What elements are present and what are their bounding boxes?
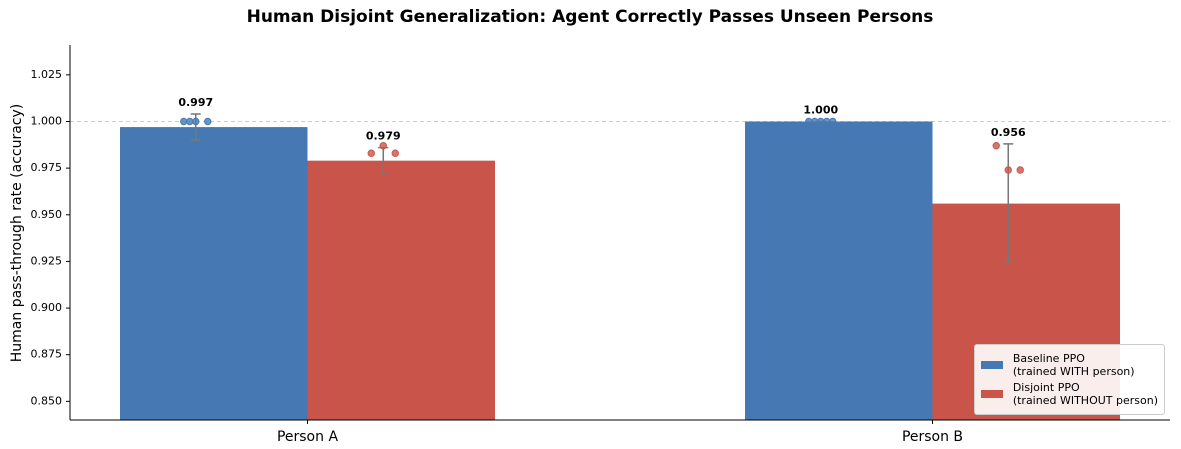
legend-swatch <box>980 390 1003 398</box>
seed-point <box>992 142 1000 150</box>
y-tick-label: 0.925 <box>31 254 63 267</box>
y-tick-label: 0.875 <box>31 348 63 361</box>
seed-point <box>180 117 188 126</box>
y-tick-label: 0.900 <box>31 301 63 314</box>
y-axis-label: Human pass-through rate (accuracy) <box>9 104 25 362</box>
x-tick-label: Person B <box>902 429 963 445</box>
seed-point <box>1016 166 1024 174</box>
bar <box>745 121 933 420</box>
error-bar <box>1003 143 1014 265</box>
seed-point <box>1004 166 1012 174</box>
y-tick-label: 1.000 <box>31 114 63 127</box>
value-label: 0.997 <box>178 96 213 109</box>
y-tick-label: 1.025 <box>31 68 63 81</box>
seed-point <box>192 117 200 126</box>
seed-point <box>1010 311 1018 320</box>
seed-point <box>204 117 212 126</box>
bar <box>307 160 495 421</box>
y-tick-label: 0.975 <box>31 161 63 174</box>
seed-point <box>186 117 194 126</box>
value-label: 0.979 <box>366 130 401 143</box>
value-label: 1.000 <box>803 103 838 116</box>
legend-swatch <box>980 361 1003 369</box>
seed-point <box>829 117 837 126</box>
legend: Baseline PPO (trained WITH person) Disjoi… <box>973 344 1165 415</box>
y-tick-label: 0.850 <box>31 394 63 407</box>
y-tick-label: 0.950 <box>31 208 63 221</box>
legend-label: Disjoint PPO (trained WITHOUT person) <box>1012 381 1158 407</box>
seed-point <box>367 149 375 157</box>
seed-point <box>391 149 399 157</box>
seed-point <box>385 175 393 184</box>
value-label: 0.956 <box>991 126 1026 139</box>
seed-point <box>811 117 819 126</box>
bar <box>120 127 308 421</box>
seed-point <box>373 171 381 180</box>
seed-point <box>379 142 387 150</box>
legend-item: Disjoint PPO (trained WITHOUT person) <box>980 381 1158 407</box>
seed-point <box>998 214 1006 223</box>
legend-label: Baseline PPO (trained WITH person) <box>1012 352 1135 378</box>
seed-point <box>198 147 206 156</box>
seed-point <box>817 117 825 126</box>
seed-point <box>805 117 813 126</box>
chart-title: Human Disjoint Generalization: Agent Cor… <box>247 7 934 27</box>
x-tick-label: Person A <box>277 429 338 445</box>
seed-point <box>823 117 831 126</box>
legend-item: Baseline PPO (trained WITH person) <box>980 352 1158 378</box>
